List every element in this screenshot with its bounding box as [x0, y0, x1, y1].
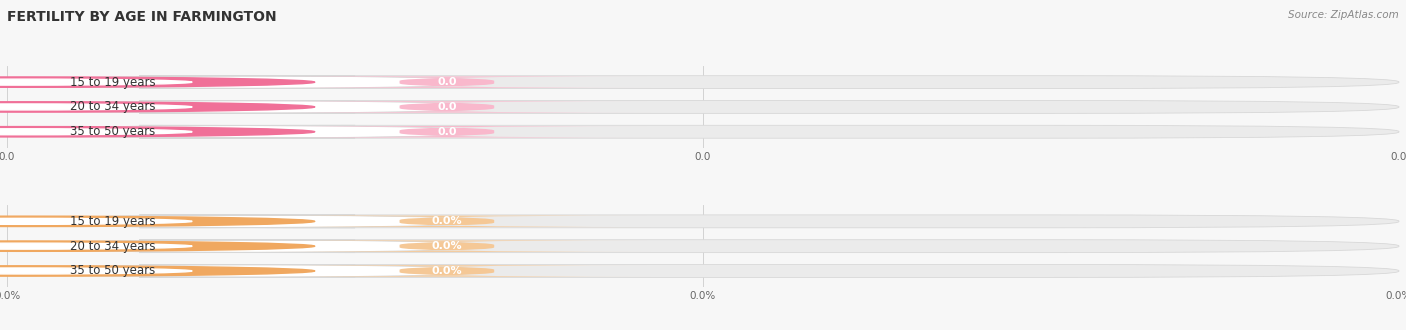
FancyBboxPatch shape: [243, 77, 650, 88]
FancyBboxPatch shape: [7, 265, 1399, 278]
Text: 0.0: 0.0: [437, 102, 457, 112]
Text: 15 to 19 years: 15 to 19 years: [70, 215, 155, 228]
Circle shape: [0, 77, 315, 87]
Text: 35 to 50 years: 35 to 50 years: [70, 125, 155, 138]
FancyBboxPatch shape: [7, 240, 1399, 252]
FancyBboxPatch shape: [7, 215, 488, 228]
Circle shape: [0, 127, 315, 137]
FancyBboxPatch shape: [7, 265, 488, 278]
FancyBboxPatch shape: [7, 215, 1399, 228]
Text: 0.0%: 0.0%: [432, 266, 463, 276]
FancyBboxPatch shape: [243, 241, 650, 252]
Text: Source: ZipAtlas.com: Source: ZipAtlas.com: [1288, 10, 1399, 20]
FancyBboxPatch shape: [243, 265, 650, 277]
FancyBboxPatch shape: [243, 215, 650, 227]
FancyBboxPatch shape: [243, 126, 650, 138]
Circle shape: [0, 102, 315, 112]
Circle shape: [0, 79, 193, 85]
Circle shape: [0, 104, 193, 110]
FancyBboxPatch shape: [7, 125, 488, 138]
Circle shape: [0, 243, 193, 249]
Text: 0.0%: 0.0%: [432, 241, 463, 251]
FancyBboxPatch shape: [7, 240, 488, 252]
Circle shape: [0, 216, 315, 226]
Circle shape: [0, 266, 315, 276]
Text: 15 to 19 years: 15 to 19 years: [70, 76, 155, 89]
Text: 20 to 34 years: 20 to 34 years: [70, 240, 155, 253]
FancyBboxPatch shape: [7, 101, 1399, 114]
Circle shape: [0, 218, 193, 224]
FancyBboxPatch shape: [7, 76, 488, 88]
Text: 0.0%: 0.0%: [432, 216, 463, 226]
FancyBboxPatch shape: [7, 125, 1399, 138]
Circle shape: [0, 241, 315, 251]
Text: 0.0: 0.0: [437, 77, 457, 87]
Text: FERTILITY BY AGE IN FARMINGTON: FERTILITY BY AGE IN FARMINGTON: [7, 10, 277, 24]
Circle shape: [0, 129, 193, 135]
Text: 35 to 50 years: 35 to 50 years: [70, 264, 155, 278]
FancyBboxPatch shape: [7, 76, 1399, 88]
FancyBboxPatch shape: [243, 101, 650, 113]
Text: 0.0: 0.0: [437, 127, 457, 137]
FancyBboxPatch shape: [7, 101, 488, 114]
Circle shape: [0, 268, 193, 274]
Text: 20 to 34 years: 20 to 34 years: [70, 100, 155, 114]
